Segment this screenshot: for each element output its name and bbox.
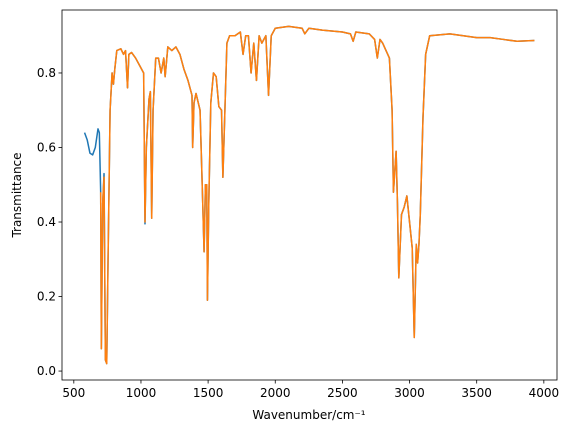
y-tick-label: 0.4 (37, 215, 56, 229)
x-tick-label: 3500 (461, 386, 492, 400)
x-axis-label: Wavenumber/cm⁻¹ (252, 408, 365, 422)
x-tick-label: 2000 (260, 386, 291, 400)
series-line (99, 25, 535, 365)
x-tick-label: 4000 (529, 386, 560, 400)
y-tick-label: 0.0 (37, 364, 56, 378)
plot-frame (61, 9, 558, 381)
y-tick-label: 0.6 (37, 140, 56, 154)
x-tick-label: 1500 (193, 386, 224, 400)
y-axis-label: Transmittance (10, 152, 24, 238)
x-tick-label: 2500 (327, 386, 358, 400)
x-tick-label: 1000 (126, 386, 157, 400)
y-tick-label: 0.2 (37, 290, 56, 304)
y-tick-label: 0.8 (37, 66, 56, 80)
x-tick-label: 500 (62, 386, 85, 400)
x-tick-label: 3000 (394, 386, 425, 400)
